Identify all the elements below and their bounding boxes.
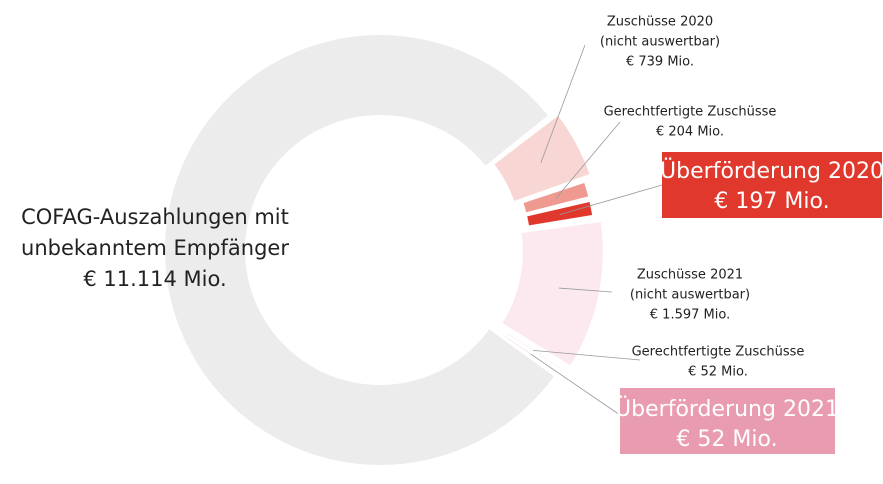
leader-line — [559, 184, 663, 216]
category-label: Überförderung 2020 — [660, 158, 883, 184]
leader-line — [532, 350, 641, 361]
category-label: unbekanntem Empfänger — [21, 236, 289, 260]
category-label: Überförderung 2021 — [615, 396, 839, 422]
leader-line — [530, 353, 621, 416]
category-label: Zuschüsse 2021 — [637, 268, 743, 283]
category-label: Gerechtfertigte Zuschüsse — [632, 345, 805, 360]
value-label: € 739 Mio. — [626, 55, 694, 70]
value-label: € 204 Mio. — [656, 125, 724, 140]
donut-segment — [494, 115, 590, 201]
donut-segment — [523, 182, 589, 213]
leader-line — [540, 44, 586, 163]
category-label: Gerechtfertigte Zuschüsse — [604, 105, 777, 120]
value-label: € 52 Mio. — [676, 427, 777, 452]
category-label: COFAG-Auszahlungen mit — [21, 205, 289, 229]
label-box — [620, 388, 835, 454]
value-label: € 1.597 Mio. — [650, 308, 730, 323]
value-label: € 197 Mio. — [714, 189, 829, 214]
category-label: Zuschüsse 2020 — [607, 15, 713, 30]
category-label: (nicht auswertbar) — [630, 288, 750, 303]
value-label: € 11.114 Mio. — [83, 267, 226, 291]
donut-segment — [502, 222, 603, 366]
label-box — [662, 152, 882, 218]
donut-segment — [165, 34, 554, 465]
donut-segment — [527, 201, 593, 226]
leader-line — [555, 121, 621, 199]
leader-line — [558, 287, 613, 293]
value-label: € 52 Mio. — [688, 365, 748, 380]
category-label: (nicht auswertbar) — [600, 35, 720, 50]
